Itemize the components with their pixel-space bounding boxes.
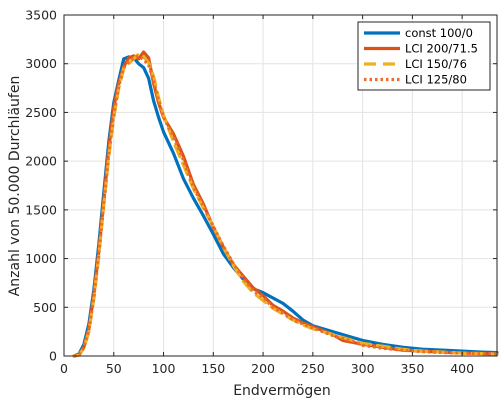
axes-frame bbox=[63, 14, 498, 357]
y-tick-label: 2500 bbox=[25, 105, 57, 120]
y-tick-label: 3500 bbox=[25, 8, 57, 23]
legend-label-3: LCI 150/76 bbox=[405, 57, 467, 71]
tick-labels: 0 50 100 150 200 250 300 350 400 0 500 1000 1500 2000… bbox=[25, 8, 474, 377]
x-tick-label: 400 bbox=[450, 361, 474, 376]
x-tick-label: 150 bbox=[201, 361, 225, 376]
y-tick-label: 1500 bbox=[25, 202, 57, 217]
x-tick-label: 100 bbox=[152, 361, 176, 376]
y-tick-label: 3000 bbox=[25, 56, 57, 71]
y-tick-label: 0 bbox=[49, 349, 57, 364]
x-tick-label: 250 bbox=[301, 361, 325, 376]
tick-marks bbox=[63, 14, 497, 357]
legend-label-1: const 100/0 bbox=[405, 26, 473, 40]
x-tick-label: 350 bbox=[400, 361, 424, 376]
y-tick-label: 1000 bbox=[25, 251, 57, 266]
axes-box bbox=[63, 14, 498, 357]
legend-label-2: LCI 200/71.5 bbox=[405, 42, 478, 56]
x-tick-label: 50 bbox=[106, 361, 122, 376]
y-tick-label: 500 bbox=[33, 300, 57, 315]
x-tick-label: 300 bbox=[351, 361, 375, 376]
series-line-4 bbox=[73, 54, 498, 358]
y-axis-title: Anzahl von 50.000 Durchläufen bbox=[7, 76, 23, 297]
series-lines bbox=[72, 50, 499, 358]
x-tick-label: 200 bbox=[251, 361, 275, 376]
legend-label-4: LCI 125/80 bbox=[405, 73, 467, 87]
x-axis-title: Endvermögen bbox=[233, 383, 331, 399]
x-tick-label: 0 bbox=[60, 361, 68, 376]
series-line-3 bbox=[72, 52, 499, 358]
y-tick-label: 2000 bbox=[25, 154, 57, 169]
